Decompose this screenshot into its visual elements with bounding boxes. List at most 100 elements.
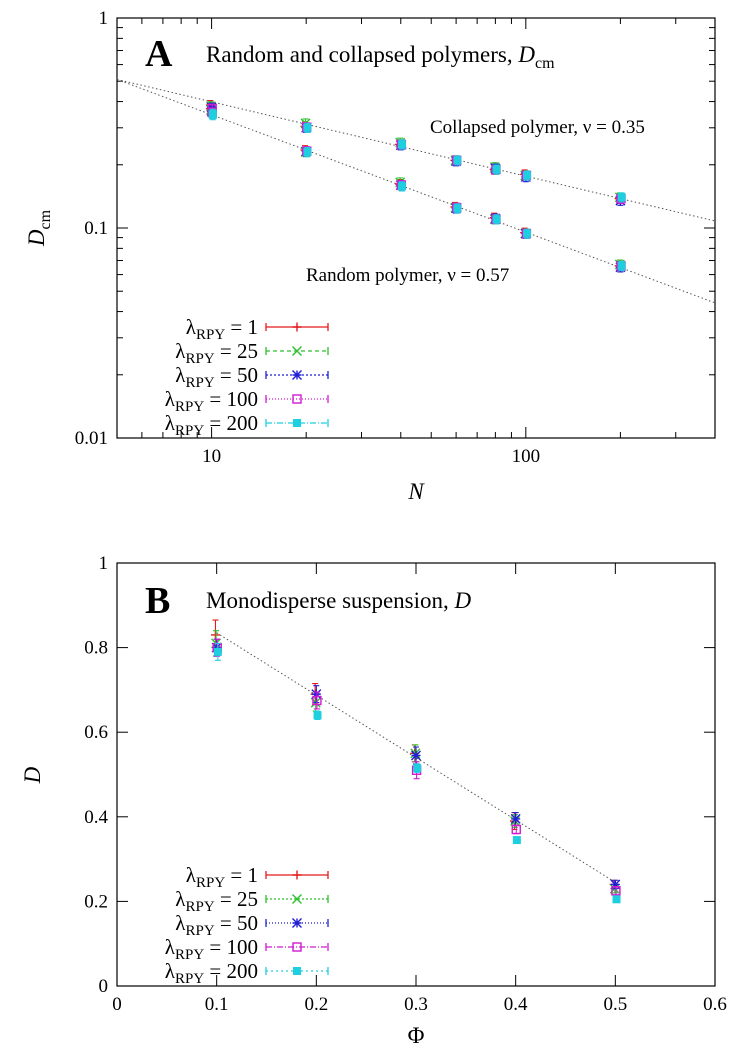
legend-label-5: λRPY = 200 <box>165 959 258 987</box>
y-tick-label: 0.2 <box>84 891 108 912</box>
x-axis-label-b: Φ <box>408 1023 425 1048</box>
axis-ticks-b: 0 0.1 0.2 0.3 0.4 0.5 0.6 0 0.2 0.4 0.6 0.8 1 <box>84 553 727 1015</box>
legend-label-1: λRPY = 1 <box>186 315 258 343</box>
y-tick-label: 0.1 <box>84 218 108 239</box>
panel-title-a: Random and collapsed polymers, Dcm <box>206 42 555 72</box>
legend-label-1: λRPY = 1 <box>186 863 258 891</box>
panel-title-b-symbol: D <box>454 588 472 613</box>
data-point <box>312 695 322 706</box>
legend-marker-5 <box>293 967 301 975</box>
legend-cap <box>265 943 329 951</box>
x-tick-label: 0.6 <box>703 994 727 1015</box>
data-point <box>397 140 406 149</box>
panel-title-a-text: Random and collapsed polymers, <box>206 42 518 67</box>
data-points-b <box>210 619 621 904</box>
annotation-collapsed: Collapsed polymer, ν = 0.35 <box>430 117 645 138</box>
data-points-a <box>205 100 626 273</box>
data-point <box>397 182 406 191</box>
legend-cap <box>265 919 329 927</box>
panel-b: 0 0.1 0.2 0.3 0.4 0.5 0.6 0 0.2 0.4 0.6 0.8 1 λRPY =… <box>20 553 727 1048</box>
data-point <box>492 215 501 224</box>
legend-cap <box>265 967 329 975</box>
data-point <box>211 642 222 653</box>
legend-cap <box>265 871 329 879</box>
panel-letter-b: B <box>145 580 170 622</box>
legend-marker-4 <box>292 394 302 404</box>
data-point <box>510 813 521 824</box>
data-point <box>492 165 501 174</box>
x-tick-label: 0.1 <box>205 994 229 1015</box>
y-tick-label: 0.4 <box>84 807 108 828</box>
legend-label-2: λRPY = 25 <box>175 339 258 367</box>
legend-marker-2 <box>292 346 302 356</box>
data-point <box>453 204 462 213</box>
x-axis-label-a: N <box>407 479 425 504</box>
y-tick-label: 0.6 <box>84 722 108 743</box>
legend-label-3: λRPY = 50 <box>175 911 258 939</box>
legend-cap <box>265 323 329 331</box>
x-tick-label: 0.2 <box>304 994 328 1015</box>
legend-cap <box>265 895 329 903</box>
panel-letter-a: A <box>145 33 173 75</box>
legend-label-2: λRPY = 25 <box>175 887 258 915</box>
data-point <box>617 193 626 202</box>
y-tick-label: 1 <box>99 553 109 574</box>
legend-label-5: λRPY = 200 <box>165 411 258 439</box>
data-point <box>453 156 462 165</box>
x-tick-label: 10 <box>202 446 221 467</box>
error-bar <box>313 691 320 710</box>
y-axis-label-b: D <box>20 766 45 784</box>
data-point <box>523 229 532 238</box>
data-point <box>523 171 532 180</box>
legend-marker-3 <box>292 918 302 928</box>
data-point <box>413 764 422 773</box>
legend-label-4: λRPY = 100 <box>165 387 258 415</box>
y-axis-label-a-symbol: D <box>24 229 49 247</box>
legend-cap <box>265 419 329 427</box>
data-point <box>313 711 322 720</box>
y-axis-label-a: Dcm <box>24 209 54 247</box>
data-point <box>611 886 621 896</box>
legend-marker-4 <box>292 942 302 952</box>
legend-marker-1 <box>292 322 302 332</box>
x-tick-label: 0 <box>112 994 122 1015</box>
y-tick-label: 1 <box>99 8 109 29</box>
data-point <box>213 647 222 656</box>
x-tick-label: 0.4 <box>504 994 528 1015</box>
x-tick-label: 0.3 <box>404 994 428 1015</box>
legend-marker-1 <box>292 870 302 880</box>
svg-text:Dcm: Dcm <box>24 209 54 247</box>
legend-marker-3 <box>292 370 302 380</box>
panel-title-b-text: Monodisperse suspension, <box>206 588 455 613</box>
legend-cap <box>265 371 329 379</box>
series-5 <box>208 108 626 272</box>
legend-cap <box>265 395 329 403</box>
y-axis-label-a-sub: cm <box>37 209 54 229</box>
data-point <box>612 895 621 904</box>
data-point <box>303 123 312 132</box>
panel-title-a-symbol: D <box>517 42 535 67</box>
legend-marker-5 <box>293 419 301 427</box>
fit-lines-a <box>116 78 716 304</box>
data-point <box>411 750 421 761</box>
axis-ticks-a: 10 100 0.01 0.1 1 <box>75 8 715 467</box>
data-point <box>512 836 521 845</box>
data-point <box>303 148 312 157</box>
y-tick-label: 0.01 <box>75 428 108 449</box>
panel-title-b: Monodisperse suspension, D <box>206 588 472 613</box>
legend-label-3: λRPY = 50 <box>175 363 258 391</box>
data-point <box>311 689 322 700</box>
series-4 <box>212 638 621 896</box>
annotation-random: Random polymer, ν = 0.57 <box>306 265 509 286</box>
x-tick-label: 100 <box>512 446 541 467</box>
data-point <box>210 630 220 640</box>
legend-label-4: λRPY = 100 <box>165 935 258 963</box>
data-point <box>208 111 217 120</box>
data-point <box>610 879 621 890</box>
panel-title-a-sub: cm <box>535 55 555 72</box>
series-5 <box>213 642 621 904</box>
